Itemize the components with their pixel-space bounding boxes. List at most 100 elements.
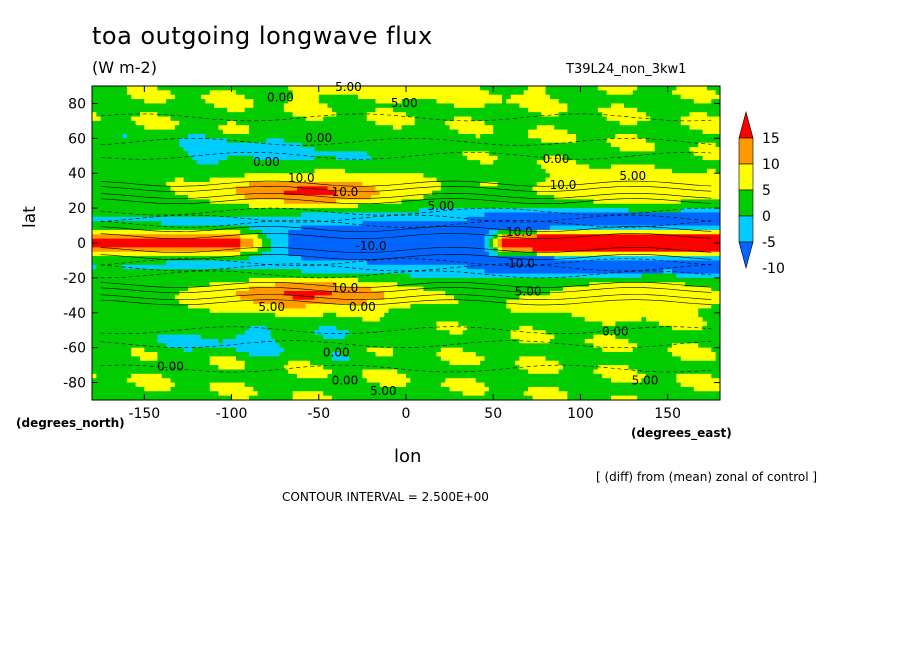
- field-cell: [515, 164, 520, 170]
- field-cell: [654, 142, 660, 148]
- field-cell: [624, 155, 629, 161]
- field-cell: [331, 151, 337, 157]
- field-cell: [157, 120, 163, 126]
- field-cell: [327, 216, 333, 222]
- field-cell: [475, 133, 481, 139]
- field-cell: [571, 225, 577, 231]
- field-cell: [209, 168, 215, 174]
- field-cell: [458, 164, 464, 170]
- field-cell: [506, 99, 512, 104]
- field-cell: [283, 147, 289, 152]
- field-cell: [602, 94, 608, 100]
- field-cell: [650, 199, 655, 205]
- field-cell: [122, 90, 128, 96]
- field-cell: [519, 212, 525, 218]
- field-cell: [187, 177, 193, 183]
- field-cell: [279, 177, 285, 183]
- field-cell: [563, 168, 568, 174]
- field-cell: [122, 173, 128, 178]
- field-cell: [388, 168, 394, 174]
- field-cell: [288, 133, 294, 139]
- field-cell: [296, 125, 302, 131]
- field-cell: [257, 234, 263, 240]
- field-cell: [471, 160, 477, 165]
- field-cell: [602, 120, 608, 126]
- field-cell: [279, 190, 285, 196]
- field-cell: [519, 133, 525, 139]
- field-cell: [344, 151, 350, 157]
- field-cell: [174, 86, 180, 91]
- field-cell: [336, 160, 341, 165]
- field-cell: [414, 116, 420, 122]
- field-cell: [515, 112, 520, 117]
- field-cell: [667, 147, 673, 152]
- field-cell: [235, 155, 241, 161]
- field-cell: [419, 129, 424, 135]
- field-cell: [379, 116, 385, 122]
- field-cell: [706, 103, 712, 109]
- field-cell: [711, 225, 717, 231]
- field-cell: [144, 216, 150, 222]
- field-cell: [528, 86, 533, 91]
- field-cell: [148, 112, 154, 117]
- field-cell: [445, 155, 451, 161]
- field-cell: [506, 120, 512, 126]
- field-cell: [135, 94, 141, 100]
- field-cell: [440, 186, 446, 192]
- field-cell: [336, 116, 341, 122]
- field-cell: [689, 186, 695, 192]
- field-cell: [432, 168, 437, 174]
- field-cell: [375, 129, 381, 135]
- field-cell: [231, 229, 237, 235]
- field-cell: [166, 177, 171, 183]
- field-cell: [166, 120, 171, 126]
- field-cell: [292, 160, 298, 165]
- field-cell: [314, 229, 320, 235]
- field-cell: [432, 177, 437, 183]
- field-cell: [262, 116, 267, 122]
- field-cell: [606, 212, 612, 218]
- field-cell: [645, 94, 651, 100]
- field-cell: [340, 195, 346, 200]
- field-cell: [693, 221, 699, 226]
- field-cell: [153, 147, 158, 152]
- field-cell: [318, 229, 324, 235]
- field-cell: [139, 203, 145, 209]
- field-cell: [262, 125, 267, 131]
- field-cell: [658, 203, 664, 209]
- field-cell: [706, 229, 712, 235]
- field-cell: [606, 138, 612, 144]
- field-cell: [362, 203, 368, 209]
- field-cell: [336, 208, 341, 213]
- field-cell: [624, 90, 629, 96]
- field-cell: [131, 125, 137, 131]
- field-cell: [222, 173, 228, 178]
- field-cell: [488, 99, 494, 104]
- field-cell: [279, 147, 285, 152]
- field-cell: [323, 147, 328, 152]
- field-cell: [257, 129, 263, 135]
- field-cell: [371, 155, 376, 161]
- field-cell: [96, 90, 102, 96]
- field-cell: [275, 90, 280, 96]
- field-cell: [205, 221, 211, 226]
- field-cell: [532, 133, 538, 139]
- field-cell: [310, 90, 315, 96]
- field-cell: [445, 86, 451, 91]
- field-cell: [227, 103, 232, 109]
- field-cell: [406, 208, 411, 213]
- field-cell: [432, 112, 437, 117]
- field-cell: [597, 138, 603, 144]
- field-cell: [580, 133, 586, 139]
- field-cell: [475, 173, 481, 178]
- field-cell: [467, 234, 472, 240]
- field-cell: [624, 151, 629, 157]
- field-cell: [135, 164, 141, 170]
- field-cell: [706, 199, 712, 205]
- field-cell: [497, 234, 503, 240]
- field-cell: [458, 229, 464, 235]
- field-cell: [440, 195, 446, 200]
- field-cell: [541, 177, 546, 183]
- field-cell: [445, 103, 451, 109]
- field-cell: [249, 229, 254, 235]
